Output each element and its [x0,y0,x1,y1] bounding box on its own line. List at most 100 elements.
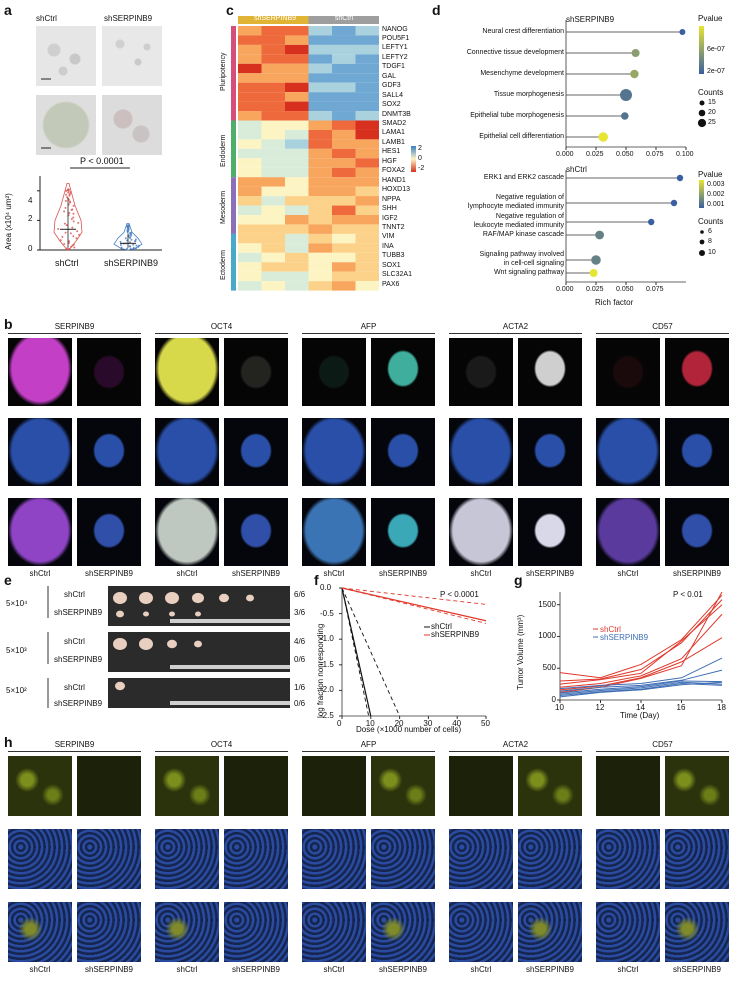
f-ytick-label: -0.5 [320,608,334,618]
panel_b-tile-r2-c4 [302,498,366,566]
dot-term-label: Wnt signaling pathway [493,269,564,276]
legend-top-tick-2: 2e-07 [707,68,725,75]
heatmap-cell [308,73,332,83]
panel_b-tile-r2-c8 [596,498,660,566]
heatmap-cell [308,54,332,64]
pvalue-colorbar [699,180,704,208]
heatmap-cell [355,120,379,130]
heatmap-cell [308,101,332,112]
heatmap-cell [285,196,309,206]
size-legend-dot [697,118,707,128]
ratio-3: 4/6 [294,637,306,646]
heatmap-cell [285,54,309,64]
heatmap-cell [261,233,285,244]
heatmap-cell [332,73,356,83]
tumor [143,611,149,617]
heatmap-cell [308,167,332,178]
violin-dot [119,243,122,246]
heatmap-cell [238,139,262,149]
g-ytick-label: 500 [542,663,556,673]
violin-dot [127,224,130,227]
heatmap-cell [285,205,309,215]
dot-point [591,255,601,265]
f-ci-line [341,587,487,605]
heatmap-cell [308,111,332,121]
heatmap-cell [332,233,356,244]
pvalue-g: P < 0.01 [673,590,703,599]
heatmap-cell [238,158,262,168]
legend-bottom-tick-0: 0.003 [707,181,725,188]
violin-dot [68,211,71,214]
heatmap-cell [332,281,356,291]
tumor [192,592,204,604]
heatmap-cell [238,26,262,36]
g-line-shserpinb9 [559,669,723,692]
panel_h-tile-r0-c8 [596,756,660,816]
violin-shserpinb9 [113,222,143,251]
panel-label-a: a [4,2,12,18]
panel_h-tile-r0-c6 [449,756,513,816]
size-top-title: Counts [698,88,724,97]
heatmap-cell [308,44,332,55]
heatmap-cell [261,63,285,74]
heatmap-cell [261,215,285,225]
violin-dot [72,216,75,219]
gene-label-lama1: LAMA1 [382,129,405,137]
heatmap-cell [355,281,379,291]
legend-tick-neg2: -2 [418,165,425,172]
heatmap-cell [285,129,309,140]
panel_h-tile-r2-c7 [518,902,582,962]
col-header-acta2: ACTA2 [502,740,529,749]
heatmap-cell [355,111,379,121]
violin-dot [128,236,131,239]
heatmap-cell [238,281,262,291]
panel-label-e: e [4,572,12,588]
panel_b-tile-r0-c8 [596,338,660,406]
violin-plot [37,183,143,251]
panel_h-tile-r1-c1 [77,829,141,889]
heatmap-cell [238,243,262,253]
g-line-shserpinb9 [559,681,723,698]
panel-label-g: g [514,572,523,588]
tumor-svg [47,586,290,708]
panel_h-tile-r2-c5 [371,902,435,962]
violin-dot [57,227,60,230]
xtick-a-shctrl: shCtrl [55,258,79,268]
heatmap-cell [355,54,379,64]
size-bottom-tick-2: 10 [708,249,716,256]
size-top-tick-1: 20 [708,109,716,116]
heatmap-cell [238,44,262,55]
panel_b-tile-r2-c0 [8,498,72,566]
panel_h-tile-r2-c2 [155,902,219,962]
dot-term-label: ERK1 and ERK2 cascade [483,174,564,181]
panel_h-tile-r0-c4 [302,756,366,816]
size-bottom-tick-1: 8 [708,238,712,245]
ytick-a-0: 0 [28,244,33,253]
tumor [219,593,229,603]
heatmap-cell [355,73,379,83]
g-line-shserpinb9 [559,681,723,695]
panel-label-c: c [226,2,234,18]
heatmap-cell [308,215,332,225]
section-band-mesoderm [231,177,236,234]
bottom-label-shserpinb9: shSERPINB9 [378,569,428,578]
dot-point [648,218,655,226]
legend-top-tick-0: 6e-07 [707,46,725,53]
heatmap-cell [355,167,379,178]
heatmap-cell [355,129,379,140]
panel_h-tile-r2-c6 [449,902,513,962]
f-ytick-label: -2.5 [320,711,334,720]
group-label-shctrl: shCtrl [334,15,354,22]
panel_b-tile-r1-c1 [77,418,141,486]
heatmap-cell [285,158,309,168]
gene-label-dnmt3b: DNMT3B [382,110,411,118]
heatmap-cell [332,215,356,225]
violin-dot [134,240,137,243]
dot-point [620,89,632,101]
dot-point [676,174,684,182]
violin-dot [69,232,72,235]
heatmap-cell [261,205,285,215]
section-band-pluripotency [231,26,236,121]
heatmap-cell [308,63,332,74]
f-ci-line [341,587,401,717]
